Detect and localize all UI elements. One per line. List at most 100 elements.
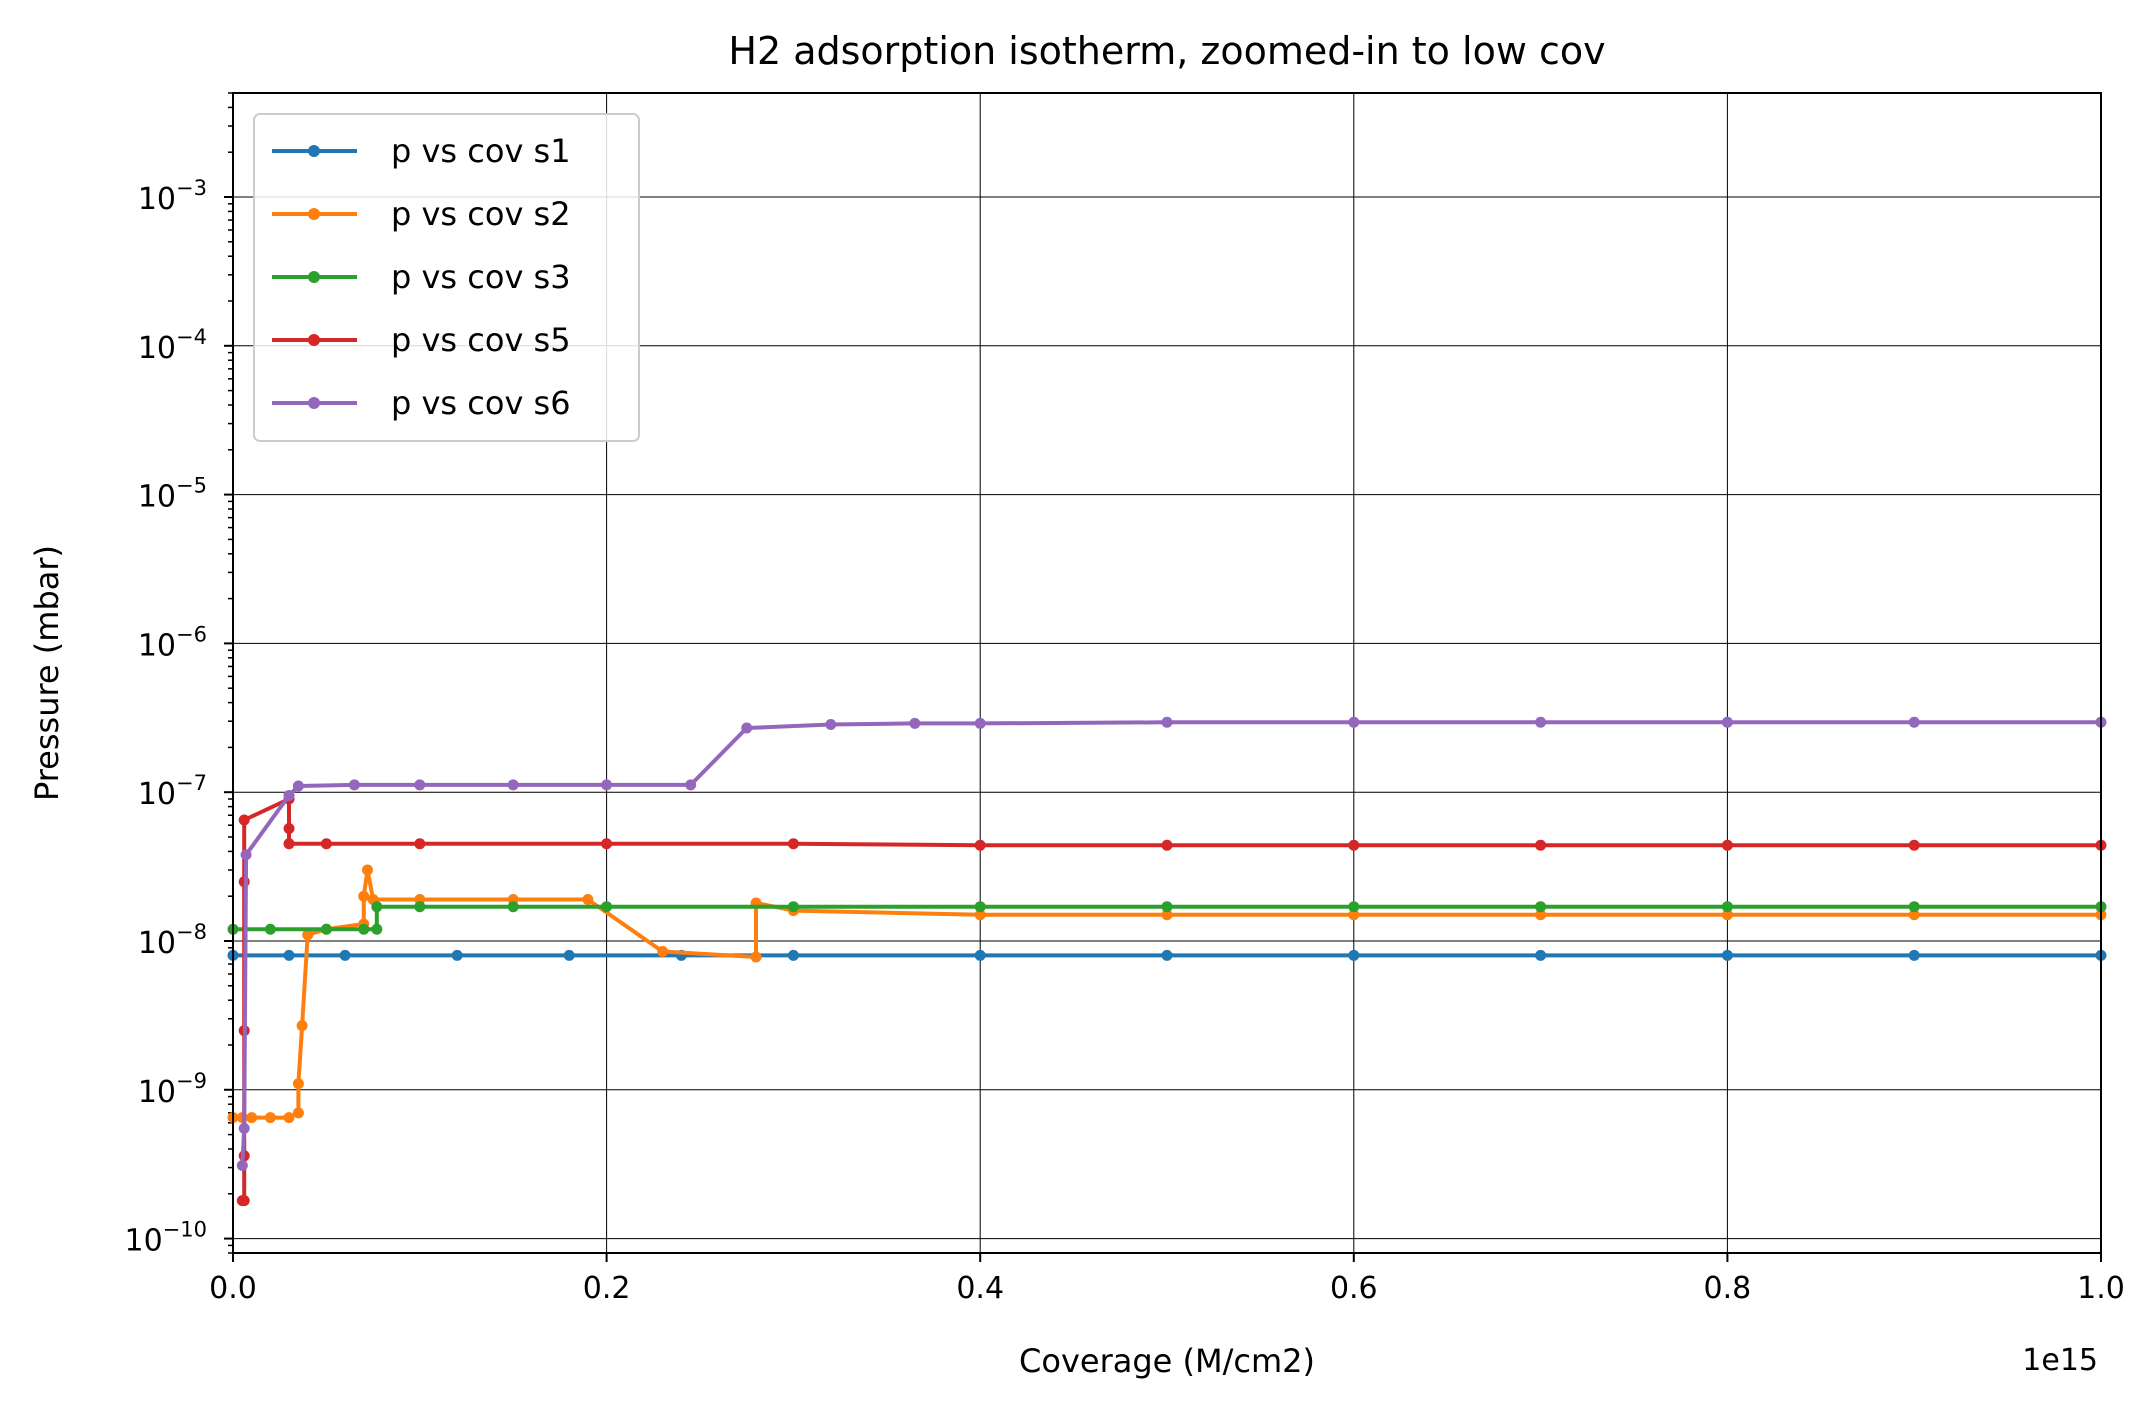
data-point (974, 717, 986, 729)
data-point (563, 949, 575, 961)
data-point (601, 838, 613, 850)
y-tick-label: 10−7 (138, 771, 207, 812)
data-point (825, 719, 837, 731)
data-point (1908, 839, 1920, 851)
x-axis-label: Coverage (M/cm2) (1019, 1342, 1315, 1380)
data-point (1908, 949, 1920, 961)
data-point (685, 779, 697, 791)
data-point (1908, 716, 1920, 728)
data-point (302, 929, 314, 941)
data-point (507, 901, 519, 913)
data-point (240, 849, 252, 861)
legend-marker (308, 271, 320, 283)
data-point (974, 949, 986, 961)
legend-label: p vs cov s5 (391, 321, 571, 359)
data-point (238, 814, 250, 826)
data-point (1535, 909, 1547, 921)
data-point (974, 909, 986, 921)
data-point (1348, 909, 1360, 921)
series-5 (236, 716, 2107, 1171)
data-point (1348, 901, 1360, 913)
series-1 (227, 949, 2107, 961)
data-point (414, 779, 426, 791)
data-point (371, 901, 383, 913)
data-point (236, 1159, 248, 1171)
x-tick-label: 0.4 (956, 1271, 1004, 1306)
data-point (1161, 909, 1173, 921)
data-point (1535, 839, 1547, 851)
data-point (974, 839, 986, 851)
x-tick-label: 0.0 (209, 1271, 257, 1306)
x-tick-label: 0.8 (1704, 1271, 1752, 1306)
data-point (1348, 839, 1360, 851)
data-point (750, 951, 762, 963)
y-tick-label: 10−4 (138, 325, 207, 366)
data-point (507, 779, 519, 791)
x-tick-label: 1.0 (2077, 1271, 2125, 1306)
legend-label: p vs cov s2 (391, 195, 571, 233)
y-tick-label: 10−10 (124, 1218, 207, 1259)
data-point (601, 779, 613, 791)
data-point (582, 894, 594, 906)
legend-label: p vs cov s1 (391, 132, 571, 170)
x-axis-offset-label: 1e15 (2022, 1343, 2098, 1378)
data-point (292, 780, 304, 792)
data-point (283, 838, 295, 850)
data-point (358, 890, 370, 902)
data-point (1721, 909, 1733, 921)
series-3 (227, 901, 2107, 935)
data-point (414, 901, 426, 913)
data-point (1161, 949, 1173, 961)
data-point (361, 864, 373, 876)
x-tick-label: 0.6 (1330, 1271, 1378, 1306)
legend-marker (308, 208, 320, 220)
data-point (283, 1112, 295, 1124)
data-point (741, 722, 753, 734)
x-tick-label: 0.2 (583, 1271, 631, 1306)
legend-marker (308, 334, 320, 346)
data-point (348, 779, 360, 791)
data-point (264, 923, 276, 935)
data-point (1908, 901, 1920, 913)
data-point (1908, 909, 1920, 921)
data-point (909, 717, 921, 729)
data-point (371, 923, 383, 935)
y-tick-label: 10−8 (138, 920, 207, 961)
legend-marker (308, 397, 320, 409)
plot-frame (232, 92, 2102, 1254)
data-point (974, 901, 986, 913)
data-point (414, 838, 426, 850)
data-point (1721, 716, 1733, 728)
data-point (238, 1195, 250, 1207)
y-tick-label: 10−3 (138, 176, 207, 217)
data-point (1348, 949, 1360, 961)
data-point (1535, 949, 1547, 961)
grid-lines (233, 93, 2101, 1253)
legend-label: p vs cov s6 (391, 384, 571, 422)
data-point (1161, 839, 1173, 851)
data-point (339, 949, 351, 961)
legend: p vs cov s1 p vs cov s2 p vs cov s3 p vs co… (253, 113, 640, 442)
data-point (787, 901, 799, 913)
data-point (601, 901, 613, 913)
data-point (1535, 901, 1547, 913)
data-point (283, 949, 295, 961)
data-point (320, 923, 332, 935)
y-axis-label: Pressure (mbar) (28, 545, 66, 801)
series-layer (227, 716, 2107, 1207)
data-point (1721, 901, 1733, 913)
data-point (451, 949, 463, 961)
legend-box (253, 113, 640, 442)
chart-title: H2 adsorption isotherm, zoomed-in to low… (728, 29, 1605, 73)
data-point (292, 1107, 304, 1119)
data-point (238, 1122, 250, 1134)
data-point (1721, 839, 1733, 851)
data-point (787, 949, 799, 961)
data-point (296, 1020, 308, 1032)
data-point (283, 790, 295, 802)
data-point (787, 838, 799, 850)
data-point (657, 945, 669, 957)
data-point (246, 1112, 258, 1124)
data-point (358, 923, 370, 935)
